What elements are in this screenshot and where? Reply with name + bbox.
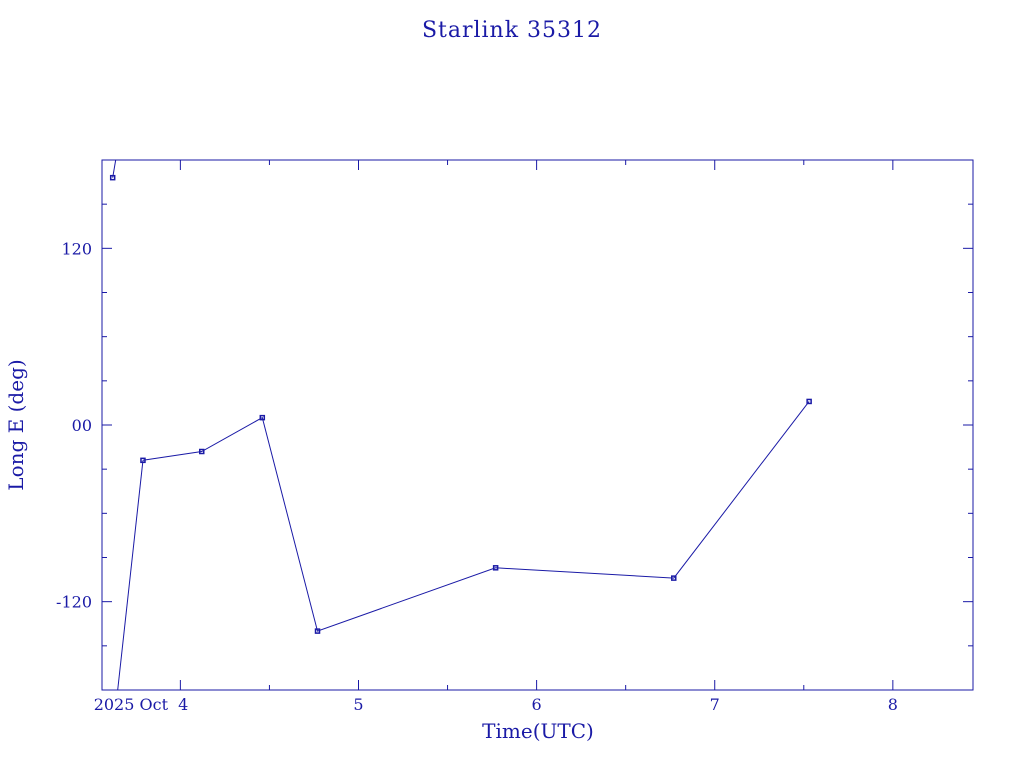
series-wrap-bottom bbox=[117, 460, 144, 691]
y-tick-label: 00 bbox=[72, 416, 92, 435]
series-wrap-top bbox=[112, 159, 117, 178]
axis-ticks bbox=[102, 160, 973, 690]
x-tick-label: 2025 Oct 4 bbox=[94, 695, 189, 714]
data-point bbox=[140, 457, 146, 464]
chart-title: Starlink 35312 bbox=[422, 18, 602, 43]
series-line bbox=[142, 401, 810, 632]
x-tick-label: 7 bbox=[710, 695, 720, 714]
data-point bbox=[314, 628, 321, 634]
data-point bbox=[198, 448, 205, 455]
data-point bbox=[806, 398, 812, 405]
series-group bbox=[109, 159, 812, 691]
x-axis-label: Time(UTC) bbox=[482, 719, 594, 743]
x-tick-label: 8 bbox=[888, 695, 898, 714]
x-tick-label: 5 bbox=[353, 695, 363, 714]
y-axis-label: Long E (deg) bbox=[4, 359, 28, 490]
data-point bbox=[492, 565, 499, 571]
plot-frame bbox=[101, 159, 974, 691]
data-point bbox=[259, 414, 266, 421]
y-tick-label: 120 bbox=[61, 239, 92, 258]
axis-tick-labels: 2025 Oct 4 5 6 7 8 120 00 -120 bbox=[56, 239, 898, 714]
x-tick-label: 6 bbox=[532, 695, 542, 714]
data-point bbox=[671, 575, 677, 581]
y-tick-label: -120 bbox=[56, 593, 92, 612]
data-point bbox=[109, 174, 116, 181]
